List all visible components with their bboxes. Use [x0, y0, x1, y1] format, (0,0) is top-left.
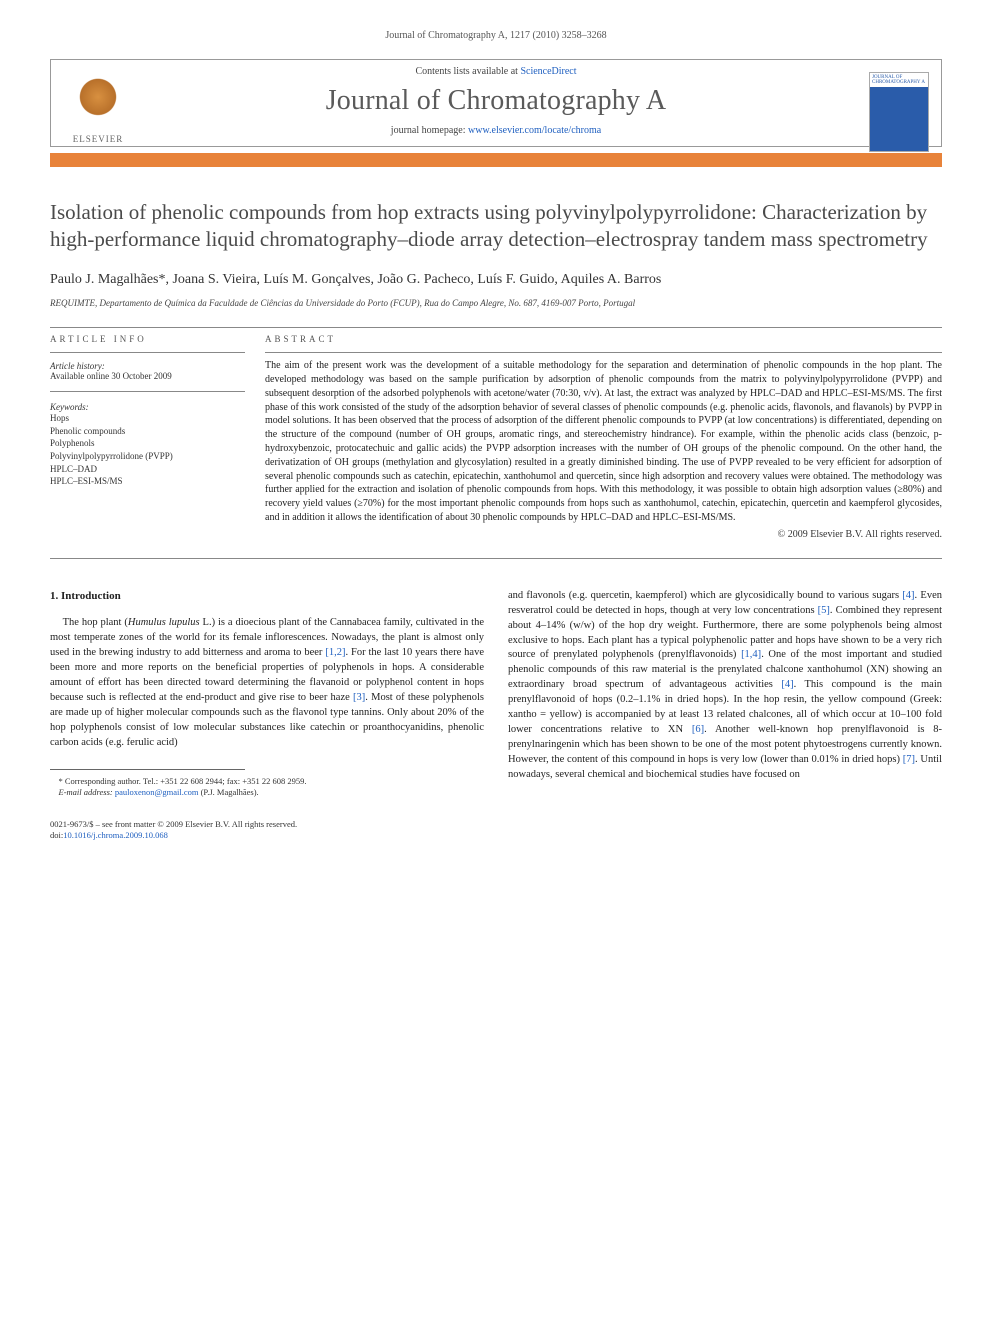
abstract-label: ABSTRACT — [265, 334, 942, 344]
keywords-label: Keywords: — [50, 402, 245, 412]
page-footer: 0021-9673/$ – see front matter © 2009 El… — [50, 819, 484, 842]
email-suffix: (P.J. Magalhães). — [198, 787, 258, 797]
author-list: Paulo J. Magalhães*, Joana S. Vieira, Lu… — [50, 272, 942, 288]
divider — [50, 327, 942, 328]
banner-homepage-line: journal homepage: www.elsevier.com/locat… — [51, 125, 941, 146]
abstract-copyright: © 2009 Elsevier B.V. All rights reserved… — [265, 529, 942, 540]
citation-link[interactable]: [6] — [692, 724, 704, 735]
abstract-text: The aim of the present work was the deve… — [265, 359, 942, 525]
divider — [265, 352, 942, 353]
body-column-right: and flavonols (e.g. quercetin, kaempfero… — [508, 589, 942, 842]
citation-link[interactable]: [4] — [781, 679, 793, 690]
contents-prefix: Contents lists available at — [415, 66, 520, 77]
citation-link[interactable]: [3] — [353, 692, 365, 703]
sciencedirect-link[interactable]: ScienceDirect — [520, 66, 576, 77]
author-affiliation: REQUIMTE, Departamento de Química da Fac… — [50, 298, 942, 310]
journal-homepage-link[interactable]: www.elsevier.com/locate/chroma — [468, 125, 601, 136]
article-info-column: ARTICLE INFO Article history: Available … — [50, 334, 245, 540]
cover-thumb-text: JOURNAL OF CHROMATOGRAPHY A — [872, 75, 925, 85]
divider — [50, 352, 245, 353]
citation-link[interactable]: [4] — [902, 590, 914, 601]
divider — [50, 558, 942, 559]
elsevier-publisher-name: ELSEVIER — [63, 134, 133, 144]
keywords-list: Hops Phenolic compounds Polyphenols Poly… — [50, 412, 245, 488]
article-history-label: Article history: — [50, 361, 245, 371]
homepage-prefix: journal homepage: — [391, 125, 468, 136]
email-footnote: E-mail address: pauloxenon@gmail.com (P.… — [50, 787, 484, 798]
doi-link[interactable]: 10.1016/j.chroma.2009.10.068 — [63, 830, 168, 840]
front-matter-line: 0021-9673/$ – see front matter © 2009 El… — [50, 819, 484, 830]
citation-link[interactable]: [1,4] — [741, 649, 761, 660]
divider — [50, 391, 245, 392]
article-info-label: ARTICLE INFO — [50, 334, 245, 344]
footnote-separator — [50, 769, 245, 770]
abstract-column: ABSTRACT The aim of the present work was… — [265, 334, 942, 540]
doi-label: doi: — [50, 830, 63, 840]
running-header: Journal of Chromatography A, 1217 (2010)… — [50, 30, 942, 41]
body-paragraph: The hop plant (Humulus lupulus L.) is a … — [50, 616, 484, 750]
section-heading-introduction: 1. Introduction — [50, 589, 484, 605]
elsevier-tree-icon — [71, 78, 125, 132]
elsevier-logo: ELSEVIER — [63, 78, 133, 144]
body-paragraph: and flavonols (e.g. quercetin, kaempfero… — [508, 589, 942, 783]
email-label: E-mail address: — [59, 787, 115, 797]
journal-name: Journal of Chromatography A — [326, 85, 667, 116]
corresponding-email-link[interactable]: pauloxenon@gmail.com — [115, 787, 199, 797]
citation-link[interactable]: [5] — [818, 605, 830, 616]
corresponding-author-footnote: * Corresponding author. Tel.: +351 22 60… — [50, 776, 484, 787]
body-column-left: 1. Introduction The hop plant (Humulus l… — [50, 589, 484, 842]
section-divider-bar — [50, 153, 942, 167]
banner-contents-line: Contents lists available at ScienceDirec… — [51, 60, 941, 81]
article-title: Isolation of phenolic compounds from hop… — [50, 199, 942, 254]
citation-link[interactable]: [7] — [903, 754, 915, 765]
journal-banner: ELSEVIER JOURNAL OF CHROMATOGRAPHY A Con… — [50, 59, 942, 147]
citation-link[interactable]: [1,2] — [325, 647, 345, 658]
journal-cover-thumbnail: JOURNAL OF CHROMATOGRAPHY A — [869, 72, 929, 152]
article-history-text: Available online 30 October 2009 — [50, 371, 245, 381]
